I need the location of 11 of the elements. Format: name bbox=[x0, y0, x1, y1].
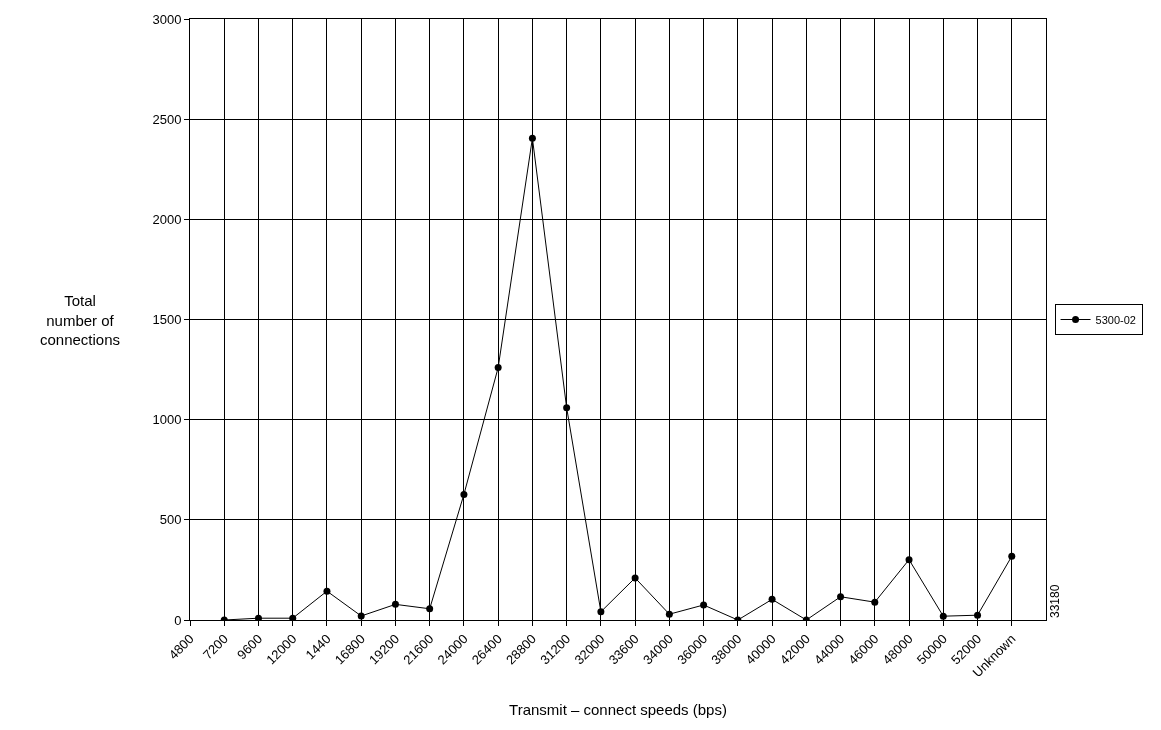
y-tick-label: 1000 bbox=[152, 412, 182, 428]
y-tick-label: 500 bbox=[159, 512, 182, 528]
y-tick-label: 0 bbox=[174, 612, 182, 628]
y-axis-title: Total number of connections bbox=[40, 292, 121, 348]
x-axis-title: Transmit – connect speeds (bps) bbox=[509, 701, 727, 719]
y-tick-label: 2500 bbox=[152, 111, 182, 127]
y-tick-label: 3000 bbox=[152, 11, 182, 27]
text: 33180 bbox=[1048, 584, 1062, 618]
legend-label: 5300-02 bbox=[1095, 313, 1136, 326]
y-tick-label: 1500 bbox=[152, 312, 182, 328]
y-tick-label: 2000 bbox=[152, 211, 182, 227]
